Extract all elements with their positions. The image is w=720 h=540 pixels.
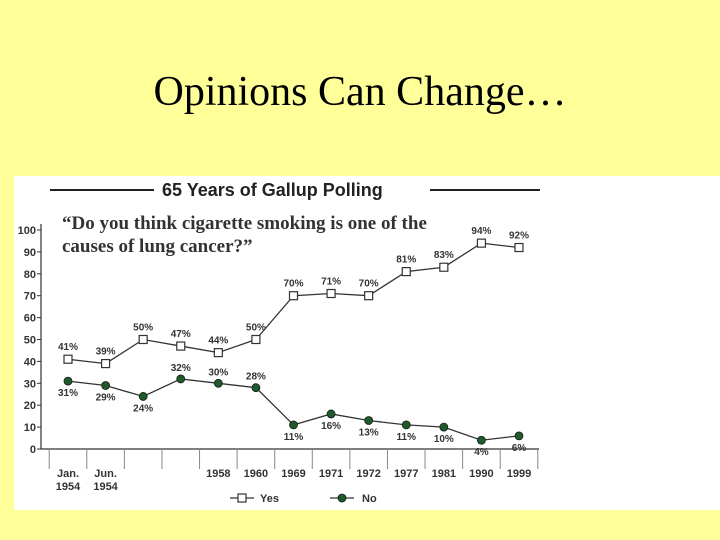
yes-point-marker (100, 358, 111, 369)
y-tick-label: 30 (24, 378, 36, 390)
no-data-label: 28% (246, 372, 266, 383)
yes-point-marker (439, 262, 449, 272)
y-tick-label: 70 (24, 291, 36, 303)
no-point-marker (63, 376, 73, 386)
no-data-label: 30% (208, 367, 228, 378)
chart-subtitle-line-2: causes of lung cancer?” (62, 236, 253, 257)
legend: Yes No (230, 493, 377, 505)
yes-point-marker (138, 334, 148, 345)
yes-data-label: 39% (96, 347, 116, 358)
chart-subtitle-line-1: “Do you think cigarette smoking is one o… (62, 213, 427, 234)
yes-data-label: 47% (171, 329, 191, 340)
no-point-marker (439, 422, 449, 432)
x-tick-label: 1977 (394, 468, 418, 480)
no-data-label: 11% (397, 432, 417, 443)
x-tick-label: Jan. (57, 468, 79, 480)
no-point-marker (514, 431, 524, 441)
no-data-label: 11% (284, 432, 304, 443)
no-point-marker (477, 435, 486, 445)
yes-data-label: 70% (359, 279, 379, 290)
yes-data-label: 41% (58, 342, 78, 353)
no-point-marker (289, 420, 298, 430)
no-data-label: 6% (512, 443, 527, 454)
yes-data-label: 81% (396, 255, 416, 266)
legend-label-yes: Yes (260, 493, 279, 505)
no-data-label: 10% (434, 434, 454, 445)
slide-title: Opinions Can Change… (153, 69, 567, 115)
yes-data-label: 94% (471, 226, 491, 237)
yes-point-marker (476, 238, 487, 248)
no-point-marker (401, 420, 411, 430)
yes-data-label: 92% (509, 231, 529, 242)
x-tick-label: 1971 (319, 468, 343, 480)
chart-header: 65 Years of Gallup Polling “Do you think… (50, 180, 540, 257)
y-tick-label: 20 (24, 400, 36, 412)
no-data-label: 32% (171, 363, 191, 374)
no-data-label: 4% (474, 447, 489, 458)
yes-point-marker (401, 267, 411, 277)
yes-point-marker (326, 288, 336, 299)
x-tick-label: 1999 (507, 468, 531, 480)
x-tick-label: 1960 (244, 468, 268, 480)
legend-label-no: No (362, 493, 377, 505)
no-point-marker (138, 392, 148, 401)
y-tick-label: 90 (24, 247, 36, 259)
x-tick-label: 1954 (56, 481, 81, 493)
yes-data-label: 50% (246, 323, 266, 334)
no-data-label: 29% (96, 392, 116, 403)
no-point-marker (176, 374, 186, 384)
yes-point-marker (213, 348, 223, 358)
yes-data-label: 50% (133, 323, 153, 334)
x-tick-label: 1969 (281, 468, 305, 480)
no-data-label: 13% (359, 428, 379, 439)
no-point-marker (364, 416, 374, 425)
yes-data-label: 83% (434, 250, 454, 261)
y-axis: 0 10 20 30 40 50 60 70 80 90 100 (18, 224, 42, 456)
y-tick-label: 0 (30, 444, 36, 456)
y-tick-label: 80 (24, 269, 36, 281)
yes-point-marker (63, 354, 73, 364)
yes-point-marker (251, 334, 261, 345)
yes-point-marker (364, 291, 374, 301)
y-tick-label: 10 (24, 422, 36, 434)
chart-panel: 65 Years of Gallup Polling “Do you think… (14, 176, 720, 510)
x-tick-label: 1972 (356, 468, 380, 480)
series-group: 41% 39% 50% 47% 44% 50% 70% 71% 70% 81% 83% 94% 92% 3… (58, 226, 529, 458)
no-data-label: 31% (58, 388, 78, 399)
no-point-marker (101, 381, 110, 390)
no-point-marker (326, 409, 336, 419)
x-tick-label: 1981 (432, 468, 456, 480)
no-point-marker (251, 383, 261, 393)
yes-point-marker (514, 242, 524, 253)
yes-point-marker (176, 341, 186, 351)
y-tick-label: 100 (18, 225, 36, 237)
no-point-marker (213, 378, 223, 388)
x-tick-label: 1958 (206, 468, 230, 480)
yes-data-label: 70% (283, 279, 303, 290)
line-chart: 65 Years of Gallup Polling “Do you think… (18, 180, 540, 505)
legend-marker-yes (237, 493, 247, 503)
y-tick-label: 40 (24, 356, 36, 368)
yes-point-marker (288, 291, 299, 301)
no-data-label: 24% (133, 403, 153, 414)
yes-data-label: 71% (321, 277, 341, 288)
x-tick-label: 1990 (469, 468, 493, 480)
x-tick-label: Jun. (94, 468, 117, 480)
x-tick-label: 1954 (93, 481, 118, 493)
y-tick-label: 50 (24, 335, 36, 347)
y-tick-label: 60 (24, 313, 36, 325)
chart-title: 65 Years of Gallup Polling (162, 180, 383, 200)
yes-data-label: 44% (208, 336, 228, 347)
legend-marker-no (337, 493, 347, 503)
no-data-label: 16% (321, 421, 341, 432)
